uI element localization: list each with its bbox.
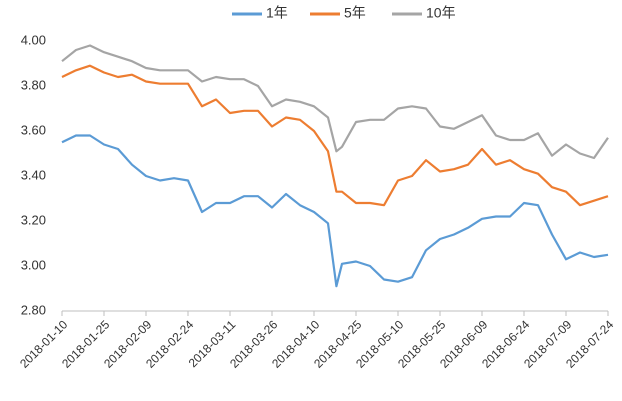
- series-line: [61, 64, 609, 207]
- series-line: [61, 44, 609, 160]
- series-line: [61, 134, 609, 288]
- y-tick-label: 3.40: [21, 167, 46, 182]
- y-tick-label: 2.80: [21, 302, 46, 317]
- y-tick-label: 3.80: [21, 77, 46, 92]
- y-tick-label: 4.00: [21, 32, 46, 47]
- y-tick-label: 3.00: [21, 257, 46, 272]
- y-tick-label: 3.60: [21, 122, 46, 137]
- legend-label: 10年: [426, 5, 456, 21]
- legend-label: 5年: [344, 5, 366, 21]
- y-tick-label: 3.20: [21, 212, 46, 227]
- legend-label: 1年: [266, 5, 288, 21]
